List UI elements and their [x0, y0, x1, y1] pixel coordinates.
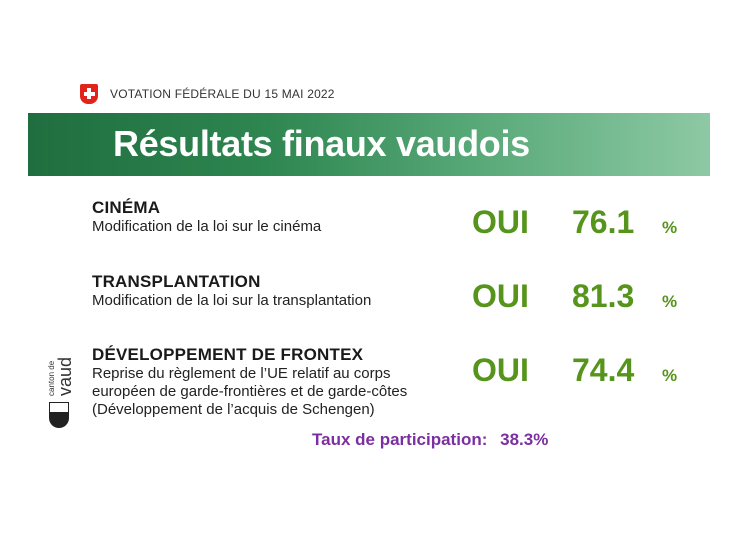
percent-sign: %: [662, 218, 678, 237]
answer-cinema: OUI: [472, 204, 529, 240]
percent-sign: %: [662, 292, 678, 311]
item-title: CINÉMA: [92, 198, 161, 217]
answer-frontex: OUI: [472, 352, 529, 388]
result-item-transplantation: TRANSPLANTATION Modification de la loi s…: [92, 272, 371, 310]
item-description: Reprise du règlement de l’UE relatif au …: [92, 365, 391, 382]
percent-sign: %: [662, 366, 678, 385]
vaud-coat-of-arms-icon: [49, 402, 69, 428]
canton-vaud-wordmark: canton de vaud: [47, 357, 74, 396]
title-banner: Résultats finaux vaudois: [28, 113, 710, 176]
result-item-cinema: CINÉMA Modification de la loi sur le cin…: [92, 198, 321, 236]
turnout-value: 38.3%: [500, 430, 549, 449]
page-title: Résultats finaux vaudois: [113, 123, 530, 164]
item-title: DÉVELOPPEMENT DE FRONTEX: [92, 345, 364, 364]
turnout: Taux de participation: 38.3%: [312, 430, 548, 450]
turnout-label: Taux de participation:: [312, 430, 488, 449]
vote-header: VOTATION FÉDÉRALE DU 15 MAI 2022: [80, 84, 335, 104]
item-description: européen de garde-frontières et de garde…: [92, 383, 408, 400]
item-description: Modification de la loi sur le cinéma: [92, 218, 322, 235]
swiss-flag-icon: [80, 84, 98, 104]
item-description: (Développement de l’acquis de Schengen): [92, 401, 375, 418]
vote-date: VOTATION FÉDÉRALE DU 15 MAI 2022: [110, 87, 335, 101]
item-description: Modification de la loi sur la transplant…: [92, 292, 372, 309]
vaud-label: vaud: [55, 357, 74, 396]
answer-transplantation: OUI: [472, 278, 529, 314]
canton-label: canton de: [47, 360, 56, 396]
item-title: TRANSPLANTATION: [92, 272, 261, 291]
percent-cinema: 76.1: [572, 204, 635, 240]
result-item-frontex: DÉVELOPPEMENT DE FRONTEX Reprise du règl…: [92, 345, 407, 419]
percent-transplantation: 81.3: [572, 278, 635, 314]
canton-vaud-logo: canton de vaud: [44, 342, 74, 430]
percent-frontex: 74.4: [572, 352, 635, 388]
